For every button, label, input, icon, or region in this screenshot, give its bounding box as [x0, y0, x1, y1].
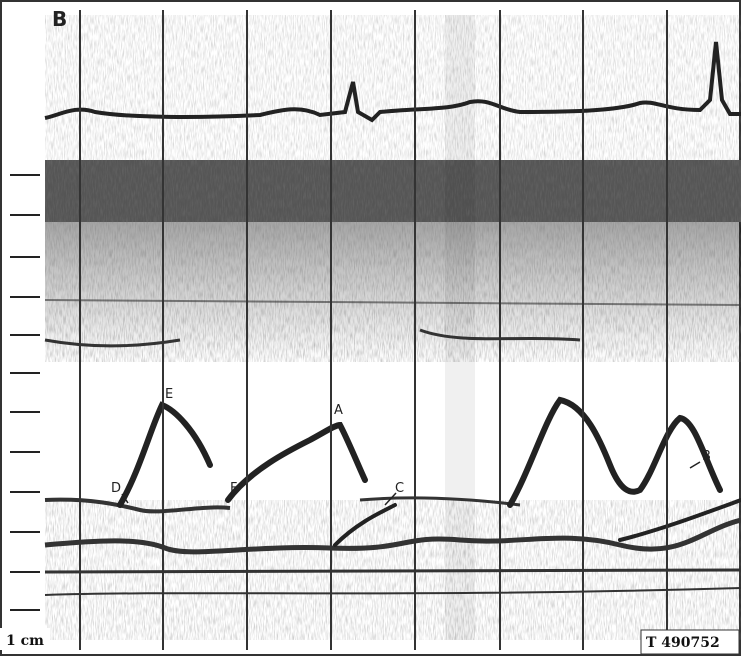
figure-id: T 490752: [646, 635, 720, 651]
speckle-top: [45, 15, 741, 160]
point-label: D: [111, 481, 121, 496]
panel-label: B: [52, 7, 67, 31]
point-label: E: [165, 387, 173, 402]
point-label: F: [230, 481, 237, 496]
point-label: A: [334, 403, 343, 418]
scale-label: 1 cm: [6, 633, 44, 649]
point-label: B: [702, 449, 711, 464]
echocardiogram: B E A D F C B 1 cm T 490752: [0, 0, 741, 656]
point-label: C: [395, 481, 404, 496]
tissue-texture: [45, 222, 741, 362]
dark-band-texture: [45, 160, 741, 222]
